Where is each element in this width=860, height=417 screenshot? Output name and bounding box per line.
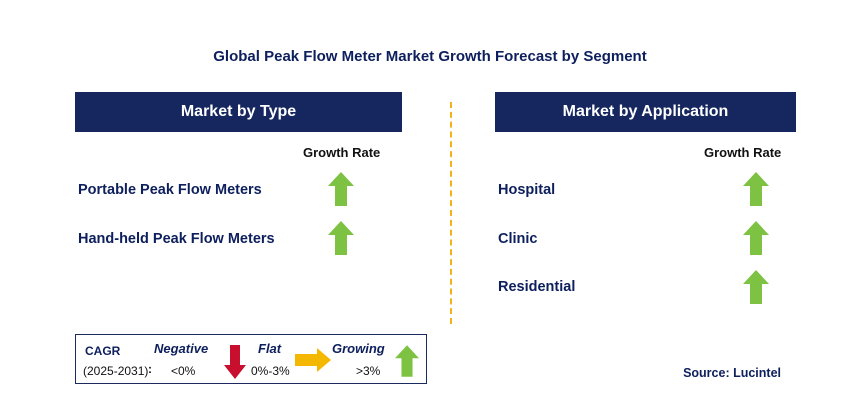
negative-range: <0% (171, 364, 196, 378)
growing-range: >3% (356, 364, 381, 378)
panel-divider (450, 102, 452, 324)
segment-label: Hand-held Peak Flow Meters (78, 231, 275, 247)
right-arrow-icon (295, 348, 331, 372)
up-arrow-icon (328, 221, 354, 255)
page-title: Global Peak Flow Meter Market Growth For… (213, 48, 647, 65)
cagr-label: CAGR (85, 344, 121, 358)
growth-rate-column-label: Growth Rate (704, 145, 782, 160)
flat-label: Flat (258, 341, 282, 356)
growth-rate-column-label: Growth Rate (303, 145, 381, 160)
up-arrow-icon (743, 172, 769, 206)
up-arrow-icon (743, 270, 769, 304)
cagr-colon: : (148, 362, 152, 376)
up-arrow-icon (328, 172, 354, 206)
flat-range: 0%-3% (251, 364, 290, 378)
segment-label: Residential (498, 279, 576, 295)
market-by-type-header: Market by Type (75, 92, 402, 132)
negative-label: Negative (154, 341, 209, 356)
cagr-period: (2025-2031) (83, 364, 149, 378)
up-arrow-icon (395, 345, 419, 377)
market-by-application-header: Market by Application (495, 92, 796, 132)
up-arrow-icon (743, 221, 769, 255)
segment-label: Portable Peak Flow Meters (78, 182, 262, 198)
down-arrow-icon (224, 345, 246, 379)
source-note: Source: Lucintel (683, 366, 781, 380)
growing-label: Growing (332, 341, 385, 356)
segment-label: Hospital (498, 182, 556, 198)
segment-label: Clinic (498, 231, 538, 247)
cagr-legend: CAGR (2025-2031) : Negative <0% Flat 0%-… (75, 334, 427, 384)
